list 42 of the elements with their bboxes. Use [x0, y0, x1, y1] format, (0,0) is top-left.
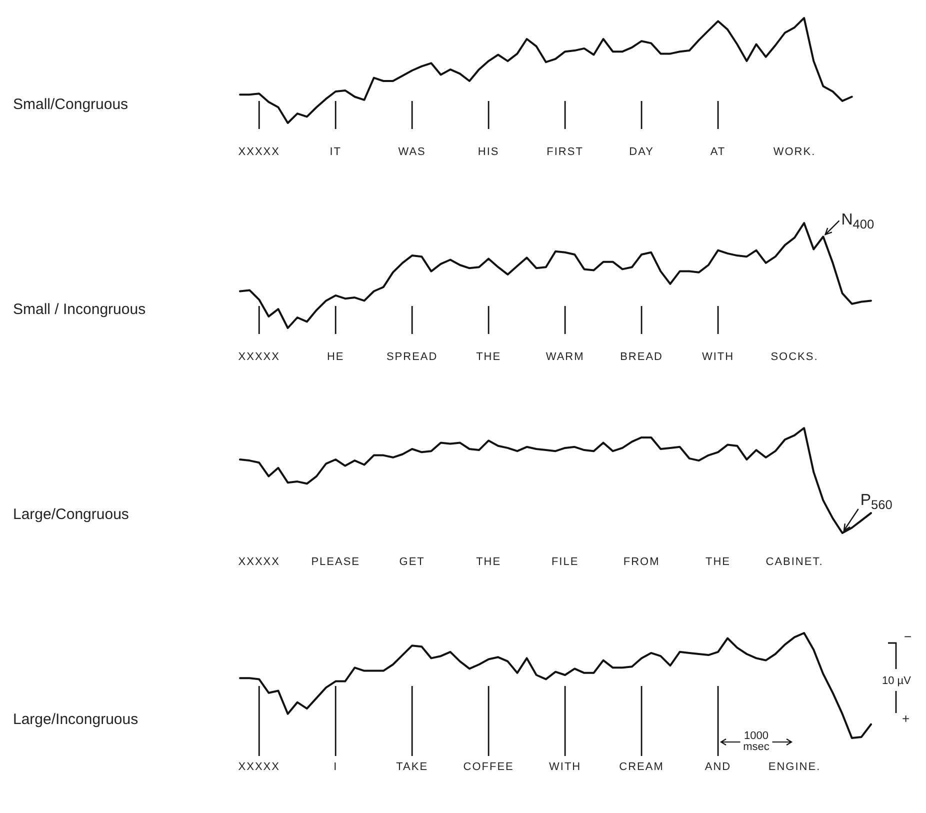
y-axis-title: Large/Incongruous — [13, 711, 138, 728]
x-tick-label: WAS — [398, 146, 426, 158]
text: 10 µV — [882, 675, 912, 687]
x-tick-label: AT — [710, 146, 726, 158]
x-tick-label: TAKE — [396, 761, 428, 773]
x-tick-label: GET — [399, 556, 425, 568]
x-tick-label: FIRST — [546, 146, 584, 158]
x-tick-label: THE — [706, 556, 731, 568]
x-tick-label: DAY — [629, 146, 654, 158]
x-tick-label: WARM — [546, 351, 584, 363]
x-tick-label: AND — [704, 761, 732, 773]
annotation: N$_{400}$ — [841, 212, 874, 232]
annotation: 1000 msec — [743, 730, 770, 753]
x-tick-label: XXXXX — [238, 146, 280, 158]
x-tick-label: BREAD — [620, 351, 663, 363]
x-tick-label: WITH — [702, 351, 734, 363]
x-tick-label: ENGINE. — [768, 761, 821, 773]
x-tick-label: WITH — [549, 761, 582, 773]
x-tick-label: CREAM — [619, 761, 664, 773]
y-axis-title: Small / Incongruous — [13, 301, 146, 318]
x-tick-label: XXXXX — [238, 351, 280, 363]
x-tick-label: COFFEE — [463, 761, 514, 773]
x-tick-label: FROM — [623, 556, 660, 568]
x-tick-label: WORK. — [773, 146, 816, 158]
text: + — [902, 711, 910, 726]
annotation: P$_{560}$ — [860, 492, 892, 512]
x-tick-label: IT — [330, 146, 342, 158]
x-tick-label: PLEASE — [311, 556, 360, 568]
x-tick-label: SOCKS. — [770, 351, 818, 363]
x-tick-label: THE — [476, 351, 502, 363]
x-tick-label: FILE — [551, 556, 579, 568]
x-tick-label: CABINET. — [766, 556, 824, 568]
x-tick-label: I — [334, 761, 338, 773]
y-axis-title: Large/Congruous — [13, 506, 129, 523]
x-tick-label: HE — [326, 351, 344, 363]
x-tick-label: THE — [476, 556, 502, 568]
y-axis-title: Small/Congruous — [13, 96, 128, 113]
x-tick-label: XXXXX — [238, 556, 280, 568]
x-tick-label: HIS — [478, 146, 500, 158]
text: − — [904, 629, 912, 644]
x-tick-label: XXXXX — [238, 761, 280, 773]
x-tick-label: SPREAD — [386, 351, 438, 363]
